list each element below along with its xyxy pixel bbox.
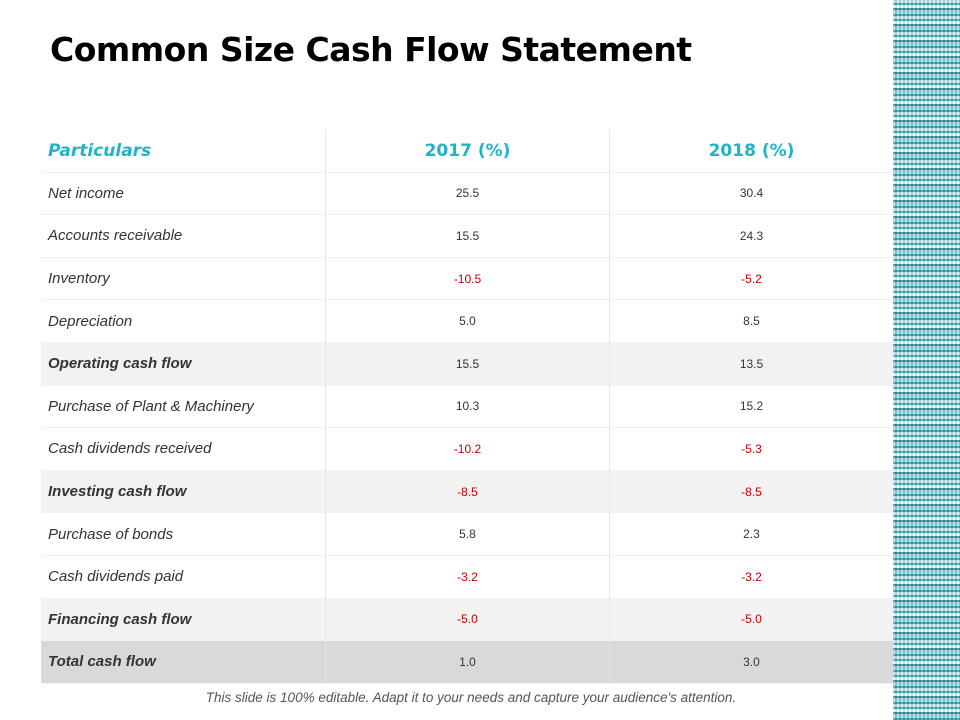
row-label: Financing cash flow bbox=[41, 598, 326, 642]
value-2017: -3.2 bbox=[325, 555, 610, 599]
row-label: Investing cash flow bbox=[41, 470, 326, 514]
value-2017: 5.8 bbox=[325, 512, 610, 556]
table-row: Purchase of bonds 5.8 2.3 bbox=[41, 512, 893, 556]
value-2017: 5.0 bbox=[325, 299, 610, 343]
header-2017: 2017 (%) bbox=[325, 130, 610, 173]
table-row: Investing cash flow -8.5 -8.5 bbox=[41, 470, 893, 514]
slide-title: Common Size Cash Flow Statement bbox=[50, 30, 692, 69]
row-label: Cash dividends paid bbox=[41, 555, 326, 599]
table-header: Particulars 2017 (%) 2018 (%) bbox=[41, 130, 893, 173]
value-2018: 24.3 bbox=[609, 214, 893, 258]
value-2018: 30.4 bbox=[609, 172, 893, 216]
row-label: Depreciation bbox=[41, 299, 326, 343]
table-row: Accounts receivable 15.5 24.3 bbox=[41, 214, 893, 258]
value-2017: -10.2 bbox=[325, 427, 610, 471]
table-row: Total cash flow 1.0 3.0 bbox=[41, 640, 893, 684]
value-2017: -5.0 bbox=[325, 598, 610, 642]
row-label: Total cash flow bbox=[41, 640, 326, 684]
row-label: Cash dividends received bbox=[41, 427, 326, 471]
value-2017: -8.5 bbox=[325, 470, 610, 514]
value-2018: 15.2 bbox=[609, 385, 893, 429]
value-2018: 3.0 bbox=[609, 640, 893, 684]
coins-image bbox=[893, 0, 960, 720]
value-2018: -5.0 bbox=[609, 598, 893, 642]
header-particulars: Particulars bbox=[41, 130, 326, 173]
row-label: Purchase of Plant & Machinery bbox=[41, 385, 326, 429]
table-row: Cash dividends paid -3.2 -3.2 bbox=[41, 555, 893, 599]
value-2018: -8.5 bbox=[609, 470, 893, 514]
row-label: Operating cash flow bbox=[41, 342, 326, 386]
row-label: Purchase of bonds bbox=[41, 512, 326, 556]
table-row: Net income 25.5 30.4 bbox=[41, 172, 893, 216]
row-label: Accounts receivable bbox=[41, 214, 326, 258]
table-row: Operating cash flow 15.5 13.5 bbox=[41, 342, 893, 386]
value-2017: 15.5 bbox=[325, 342, 610, 386]
cash-flow-table: Particulars 2017 (%) 2018 (%) Net income… bbox=[41, 130, 893, 684]
row-label: Net income bbox=[41, 172, 326, 216]
table-row: Financing cash flow -5.0 -5.0 bbox=[41, 598, 893, 642]
row-label: Inventory bbox=[41, 257, 326, 301]
value-2017: 1.0 bbox=[325, 640, 610, 684]
value-2018: 13.5 bbox=[609, 342, 893, 386]
value-2018: -3.2 bbox=[609, 555, 893, 599]
table-row: Cash dividends received -10.2 -5.3 bbox=[41, 427, 893, 471]
value-2017: 15.5 bbox=[325, 214, 610, 258]
value-2018: 2.3 bbox=[609, 512, 893, 556]
value-2018: 8.5 bbox=[609, 299, 893, 343]
value-2018: -5.3 bbox=[609, 427, 893, 471]
footer-note: This slide is 100% editable. Adapt it to… bbox=[205, 690, 737, 705]
value-2017: 25.5 bbox=[325, 172, 610, 216]
value-2017: 10.3 bbox=[325, 385, 610, 429]
value-2017: -10.5 bbox=[325, 257, 610, 301]
table-row: Inventory -10.5 -5.2 bbox=[41, 257, 893, 301]
table-row: Purchase of Plant & Machinery 10.3 15.2 bbox=[41, 385, 893, 429]
value-2018: -5.2 bbox=[609, 257, 893, 301]
table-row: Depreciation 5.0 8.5 bbox=[41, 299, 893, 343]
header-2018: 2018 (%) bbox=[609, 130, 893, 173]
